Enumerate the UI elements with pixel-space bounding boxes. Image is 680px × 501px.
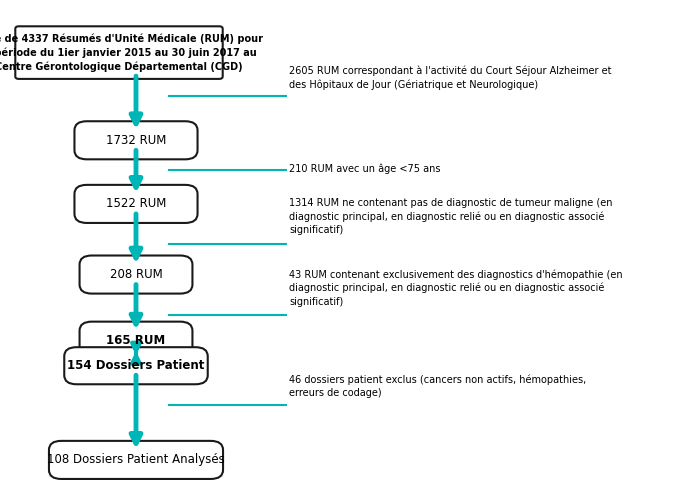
Text: 1314 RUM ne contenant pas de diagnostic de tumeur maligne (en
diagnostic princip: 1314 RUM ne contenant pas de diagnostic … [289, 198, 613, 235]
Text: 46 dossiers patient exclus (cancers non actifs, hémopathies,
erreurs de codage): 46 dossiers patient exclus (cancers non … [289, 375, 586, 398]
FancyBboxPatch shape [80, 322, 192, 360]
Text: 43 RUM contenant exclusivement des diagnostics d'hémopathie (en
diagnostic princ: 43 RUM contenant exclusivement des diagn… [289, 269, 623, 307]
FancyBboxPatch shape [64, 347, 208, 384]
Text: 210 RUM avec un âge <75 ans: 210 RUM avec un âge <75 ans [289, 164, 441, 174]
FancyBboxPatch shape [15, 27, 223, 79]
Text: 1732 RUM: 1732 RUM [106, 134, 166, 147]
Text: 108 Dossiers Patient Analysés: 108 Dossiers Patient Analysés [47, 453, 225, 466]
Text: 154 Dossiers Patient: 154 Dossiers Patient [67, 359, 205, 372]
FancyBboxPatch shape [49, 441, 223, 479]
FancyBboxPatch shape [80, 256, 192, 294]
Text: 1522 RUM: 1522 RUM [106, 197, 166, 210]
Text: 2605 RUM correspondant à l'activité du Court Séjour Alzheimer et
des Hôpitaux de: 2605 RUM correspondant à l'activité du C… [289, 66, 611, 90]
FancyBboxPatch shape [74, 121, 197, 159]
Text: 165 RUM: 165 RUM [106, 334, 166, 347]
FancyBboxPatch shape [74, 185, 197, 223]
Text: Base de 4337 Résumés d'Unité Médicale (RUM) pour
la période du 1ier janvier 2015: Base de 4337 Résumés d'Unité Médicale (R… [0, 34, 263, 72]
Text: 208 RUM: 208 RUM [109, 268, 163, 281]
